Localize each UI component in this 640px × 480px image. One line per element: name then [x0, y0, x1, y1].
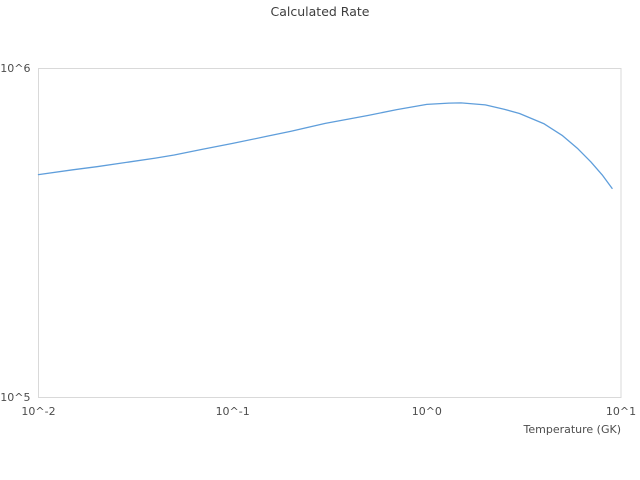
x-tick-label: 10^1 — [605, 405, 637, 418]
rate-line-series — [37, 102, 613, 190]
chart-title: Calculated Rate — [270, 4, 370, 19]
x-tick-label: 10^-2 — [21, 405, 56, 418]
plot-border — [38, 68, 622, 398]
x-tick-label: 10^0 — [411, 405, 442, 418]
y-tick-label: 10^5 — [0, 391, 31, 404]
x-axis-title: Temperature (GK) — [523, 423, 622, 436]
x-tick-label: 10^-1 — [215, 405, 250, 418]
y-tick-label: 10^6 — [0, 62, 31, 75]
